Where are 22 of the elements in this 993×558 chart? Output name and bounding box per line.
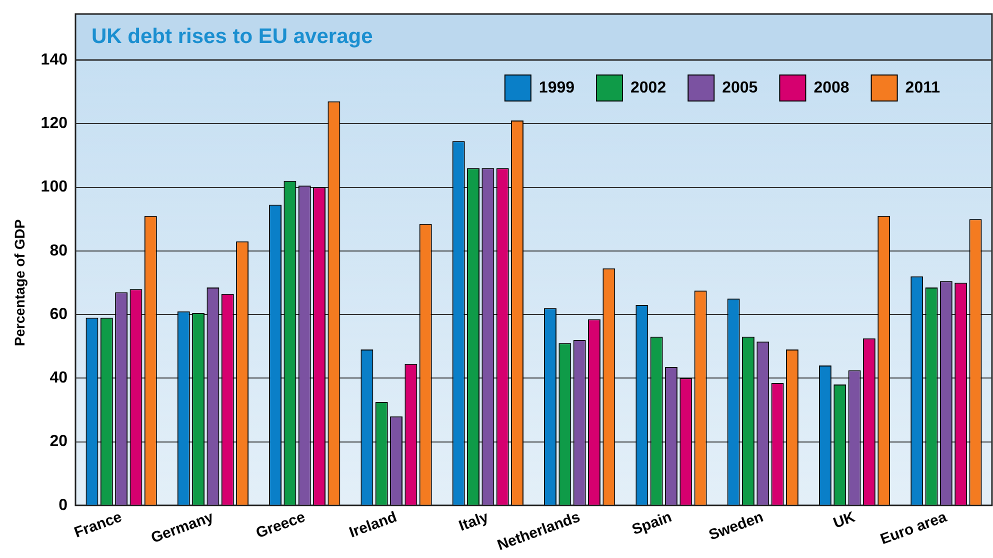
x-tick-label: Italy — [456, 508, 492, 535]
legend-label: 2005 — [722, 79, 758, 96]
legend-label: 2008 — [814, 79, 850, 96]
y-axis-title: Percentage of GDP — [11, 219, 28, 346]
y-tick-label: 60 — [50, 306, 68, 323]
x-tick-label: France — [72, 508, 124, 542]
y-tick-label: 20 — [50, 433, 68, 450]
x-tick-label: Greece — [254, 508, 308, 542]
legend-label: 2011 — [905, 79, 940, 96]
y-tick-label: 80 — [50, 242, 68, 260]
legend-label: 1999 — [538, 79, 575, 96]
y-tick-label: 40 — [50, 370, 68, 387]
y-tick-label: 140 — [40, 51, 68, 68]
y-tick-label: 120 — [40, 115, 68, 132]
chart-title: UK debt rises to EU average — [91, 24, 373, 48]
y-tick-label: 100 — [40, 178, 68, 196]
y-tick-label: 0 — [58, 496, 68, 514]
x-tick-label: Spain — [630, 508, 674, 538]
x-tick-label: Euro area — [878, 508, 950, 548]
x-tick-label: Sweden — [706, 508, 766, 544]
x-tick-label: UK — [831, 508, 858, 532]
legend-label: 2002 — [630, 79, 666, 96]
